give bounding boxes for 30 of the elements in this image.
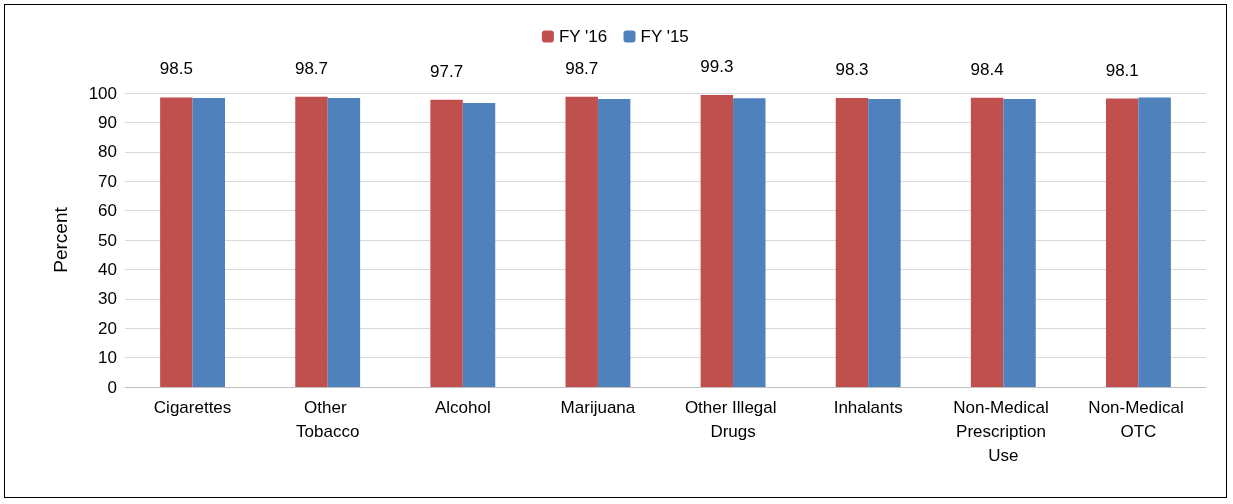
data-label: 98.4: [970, 59, 1004, 79]
x-tick-label: Inhalants: [833, 397, 903, 417]
y-tick-label: 50: [98, 230, 117, 250]
x-tick-label: Other Tobacco: [296, 397, 360, 441]
data-label: 98.1: [1105, 60, 1139, 80]
y-tick-label: 70: [98, 171, 117, 191]
y-tick-label: 0: [107, 377, 117, 397]
y-tick-label: 40: [98, 259, 117, 279]
y-tick-label: 80: [98, 142, 117, 162]
y-axis-title: Percent: [50, 206, 71, 273]
data-label: 98.5: [159, 59, 193, 79]
data-label: 98.7: [565, 58, 599, 78]
y-tick-label: 20: [98, 318, 117, 338]
legend-label: FY '16: [558, 27, 608, 46]
y-tick-label: 30: [98, 289, 117, 309]
x-tick-label: Marijuana: [560, 397, 636, 417]
data-label: 98.3: [835, 60, 869, 79]
legend-label: FY '15: [640, 27, 689, 46]
data-label: 99.3: [700, 57, 734, 77]
x-tick-label: Alcohol: [434, 397, 491, 417]
y-tick-label: 10: [98, 348, 117, 368]
x-tick-label: Other Illegal Drugs: [684, 397, 782, 441]
data-label: 98.7: [294, 58, 329, 78]
x-tick-label: Non-Medical OTC: [1088, 397, 1189, 441]
x-tick-label: Cigarettes: [153, 397, 232, 417]
y-tick-label: 60: [98, 201, 117, 221]
x-tick-label: Non-Medical Prescription Use: [953, 397, 1054, 465]
y-tick-label: 100: [88, 83, 117, 103]
data-label: 97.7: [430, 61, 464, 81]
y-tick-label: 90: [98, 112, 117, 132]
